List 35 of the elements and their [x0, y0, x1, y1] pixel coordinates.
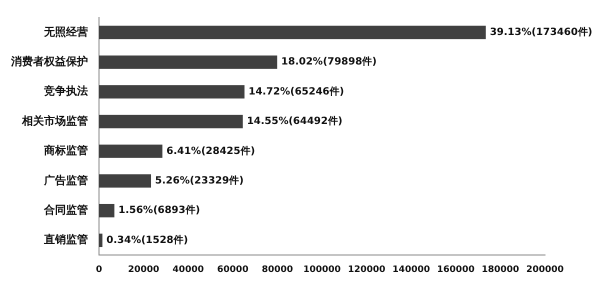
y-tick-label: 合同监管	[43, 204, 88, 217]
data-label: 1.56%(6893件)	[118, 204, 200, 216]
x-tick-label: 40000	[172, 264, 204, 275]
bar	[99, 114, 243, 128]
x-tick-label: 0	[96, 264, 102, 275]
data-label: 14.72%(65246件)	[248, 85, 344, 98]
x-tick-label: 160000	[437, 264, 475, 275]
bar	[99, 26, 486, 40]
bar	[99, 144, 162, 158]
x-tick-label: 200000	[526, 264, 564, 275]
x-tick-label: 100000	[303, 264, 341, 275]
bar	[99, 85, 244, 99]
bar	[99, 234, 102, 248]
data-label: 14.55%(64492件)	[246, 115, 342, 128]
y-tick-label: 商标监管	[43, 144, 88, 158]
x-tick-label: 120000	[348, 264, 386, 275]
data-label: 6.41%(28425件)	[166, 144, 256, 157]
x-tick-label: 60000	[217, 264, 248, 275]
x-tick-label: 80000	[262, 264, 294, 275]
y-tick-label: 竞争执法	[43, 84, 88, 98]
x-tick-label: 20000	[128, 264, 160, 275]
data-label: 5.26%(23329件)	[155, 174, 244, 187]
y-tick-label: 相关市场监管	[21, 114, 88, 128]
data-label: 18.02%(79898件)	[281, 56, 377, 68]
x-tick-label: 140000	[392, 264, 430, 275]
y-tick-label: 无照经营	[43, 25, 88, 38]
data-label: 39.13%(173460件)	[490, 26, 592, 38]
bar	[99, 174, 152, 188]
data-label: 0.34%(1528件)	[106, 234, 188, 246]
y-tick-label: 消费者权益保护	[10, 55, 88, 68]
bar	[99, 204, 114, 218]
y-tick-label: 直销监管	[43, 233, 88, 246]
x-tick-label: 180000	[482, 264, 520, 275]
y-tick-label: 广告监管	[43, 174, 88, 187]
bar	[99, 55, 278, 69]
